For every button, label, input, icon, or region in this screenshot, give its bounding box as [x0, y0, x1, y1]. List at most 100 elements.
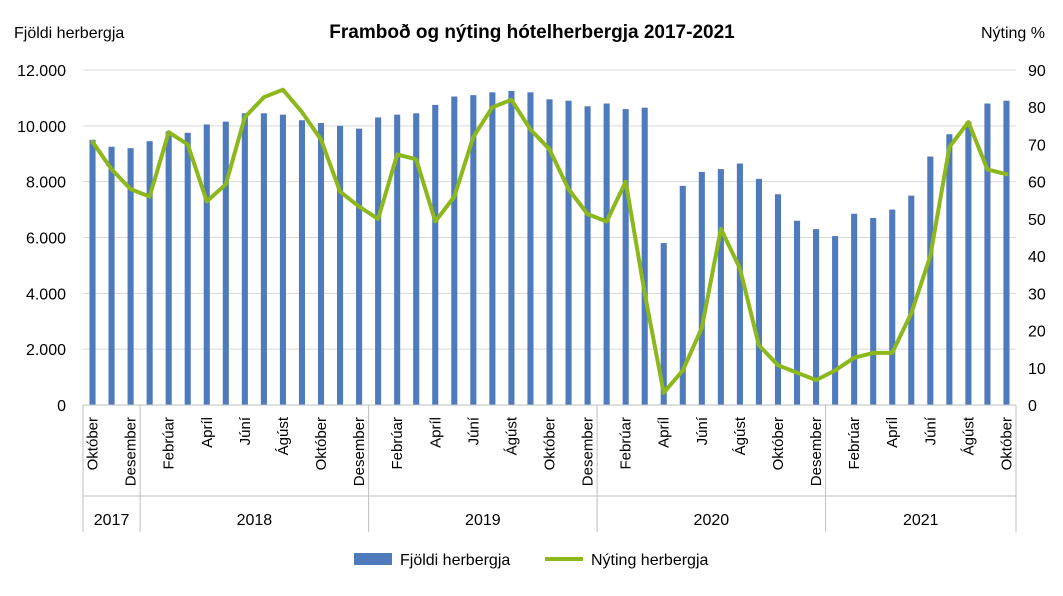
bar	[755, 178, 762, 405]
category-tick-label: Júní	[922, 416, 939, 445]
y-right-tick-label: 50	[1028, 212, 1046, 229]
year-label: 2021	[903, 512, 939, 529]
bar	[413, 113, 420, 405]
category-tick-label: Ágúst	[960, 416, 977, 455]
line-series	[90, 87, 1009, 395]
bar	[489, 92, 496, 405]
bar	[717, 169, 724, 405]
y-left-tick-label: 10.000	[17, 119, 66, 136]
category-tick-label: Apríl	[656, 417, 673, 448]
bar	[660, 243, 667, 405]
bar	[108, 146, 115, 406]
category-tick-label: Febrúar	[389, 417, 406, 470]
y-right-tick-label: 90	[1028, 63, 1046, 80]
category-tick-label: Október	[85, 417, 102, 470]
bar	[432, 104, 439, 405]
bar	[774, 194, 782, 405]
bar	[184, 132, 191, 405]
y-left-tick-label: 8.000	[26, 175, 66, 192]
bar	[622, 109, 629, 405]
year-label: 2019	[465, 512, 501, 529]
y-right-tick-label: 60	[1028, 175, 1046, 192]
bar	[451, 96, 458, 405]
category-tick-label: Apríl	[199, 417, 216, 448]
bar	[698, 171, 705, 405]
bar	[832, 236, 839, 405]
bar	[89, 139, 96, 405]
category-tick-label: Febrúar	[618, 417, 635, 470]
y-right-tick-label: 30	[1028, 286, 1046, 303]
bar	[813, 229, 820, 405]
bar	[317, 123, 325, 406]
bar	[546, 99, 553, 405]
category-tick-label: Febrúar	[161, 417, 178, 470]
category-tick-label: Október	[313, 417, 330, 470]
bar	[222, 121, 229, 405]
category-tick-label: Ágúst	[503, 416, 520, 455]
bar-series	[89, 90, 1010, 406]
category-tick-label: Júní	[694, 416, 711, 445]
bar	[946, 134, 953, 406]
bar	[146, 141, 153, 405]
y-left-tick-label: 6.000	[26, 231, 66, 248]
bar	[984, 103, 991, 405]
category-tick-label: Ágúst	[732, 416, 749, 455]
bar	[279, 114, 286, 406]
utilization-line	[90, 87, 1009, 395]
category-tick-label: Október	[542, 417, 559, 470]
bar	[241, 113, 248, 405]
category-tick-label: Júní	[237, 416, 254, 445]
y-right-tick-label: 80	[1028, 100, 1046, 117]
category-tick-label: Desember	[351, 417, 368, 486]
y-right-tick-label: 20	[1028, 324, 1046, 341]
y-left-tick-label: 2.000	[26, 342, 66, 359]
bar	[870, 217, 877, 405]
bar	[394, 114, 401, 406]
bar	[736, 163, 743, 405]
year-label: 2020	[694, 512, 730, 529]
bar	[889, 209, 896, 405]
legend-line-label: Nýting herbergja	[591, 552, 709, 569]
y-right-tick-label: 70	[1028, 137, 1046, 154]
year-label: 2017	[94, 512, 130, 529]
legend-bar-swatch	[354, 553, 392, 565]
bar	[260, 113, 267, 405]
chart-title: Framboð og nýting hótelherbergja 2017-20…	[329, 22, 735, 43]
y-left-axis-title: Fjöldi herbergja	[14, 25, 124, 42]
legend: Fjöldi herbergja Nýting herbergja	[354, 552, 709, 569]
category-tick-label: Desember	[123, 417, 140, 486]
y-left-tick-label: 4.000	[26, 286, 66, 303]
bar	[375, 117, 382, 405]
bar	[965, 121, 972, 405]
axes	[82, 404, 1017, 532]
bar	[203, 124, 210, 405]
bar	[851, 213, 858, 405]
bar	[527, 92, 534, 405]
bar	[356, 128, 363, 405]
y-right-axis-title: Nýting %	[981, 25, 1045, 42]
y-right-tick-label: 10	[1028, 361, 1046, 378]
category-tick-label: Október	[998, 417, 1015, 470]
bar	[165, 131, 172, 405]
category-tick-label: Október	[770, 417, 787, 470]
category-tick-label: Ágúst	[275, 416, 292, 455]
bar	[793, 220, 801, 405]
bar	[337, 125, 344, 405]
bar	[470, 95, 477, 405]
year-label: 2018	[237, 512, 273, 529]
category-tick-label: Apríl	[427, 417, 444, 448]
category-tick-label: Desember	[580, 417, 597, 486]
bar	[565, 100, 572, 405]
y-left-tick-label: 0	[57, 398, 66, 415]
legend-bar-label: Fjöldi herbergja	[400, 552, 510, 569]
bar	[127, 148, 134, 405]
tick-labels: 0 2.000 4.000 6.000 8.000 10.000 12.000 0 10 20 30…	[17, 63, 1046, 415]
category-tick-label: Júní	[465, 416, 482, 445]
category-tick-label: Desember	[808, 417, 825, 486]
bar	[584, 106, 591, 406]
y-left-tick-label: 12.000	[17, 63, 66, 80]
bar	[641, 107, 648, 405]
bar	[298, 120, 306, 405]
